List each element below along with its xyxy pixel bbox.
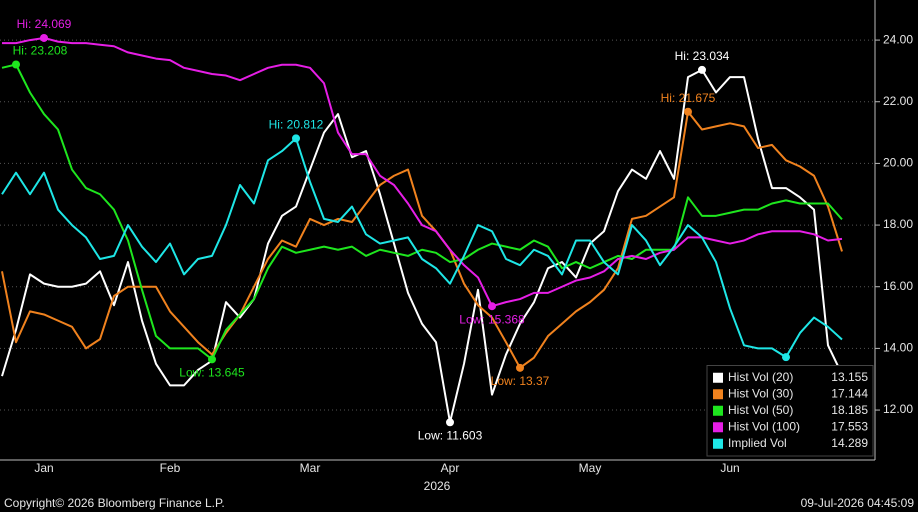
low-label: Low: 11.603 (418, 428, 483, 442)
x-tick-label: May (579, 461, 602, 475)
x-tick-label: Mar (300, 461, 321, 475)
legend-value: 17.144 (831, 386, 868, 400)
legend-swatch (713, 389, 723, 400)
high-label: Hi: 20.812 (269, 118, 324, 132)
legend-value: 14.289 (831, 436, 868, 450)
low-marker (782, 353, 790, 362)
x-tick-label: Jun (720, 461, 739, 475)
legend-label: Hist Vol (100) (728, 419, 800, 433)
low-label: Low: 13.37 (491, 374, 550, 388)
annotations: Jan Feb Mar Apr May Jun Hi: 23.034 Low: 11.603 H… (12, 17, 819, 475)
plot-area (1, 36, 843, 424)
legend-label: Hist Vol (50) (728, 403, 793, 417)
legend-swatch (713, 372, 723, 383)
legend-value: 17.553 (831, 419, 868, 433)
y-tick-label: 14.00 (883, 341, 913, 355)
legend-swatch (713, 422, 723, 433)
legend: Hist Vol (20) 13.155 Hist Vol (30) 17.144 Hi… (706, 365, 874, 457)
low-label: Low: 13.645 (179, 366, 245, 380)
footer-copyright: Copyright© 2026 Bloomberg Finance L.P. (4, 496, 225, 510)
high-label: Hi: 23.208 (13, 44, 68, 58)
low-marker (446, 418, 454, 427)
y-tick-label: 22.00 (883, 94, 913, 108)
legend-swatch (713, 405, 723, 416)
high-marker (12, 60, 20, 69)
low-marker (208, 355, 216, 364)
x-axis-year: 2026 (424, 479, 451, 493)
y-tick-label: 24.00 (883, 32, 913, 46)
legend-label: Hist Vol (20) (728, 370, 793, 384)
high-label: Hi: 21.675 (661, 91, 716, 105)
low-label: Low: 15.368 (459, 312, 525, 326)
series-line (1, 63, 843, 361)
legend-box (706, 365, 874, 457)
y-tick-label: 20.00 (883, 156, 913, 170)
y-tick-label: 12.00 (883, 402, 913, 416)
legend-value: 13.155 (831, 370, 868, 384)
x-tick-label: Jan (34, 461, 53, 475)
x-tick-label: Apr (441, 461, 460, 475)
high-marker (40, 33, 48, 42)
legend-label: Implied Vol (728, 436, 787, 450)
legend-swatch (713, 438, 723, 449)
high-marker (698, 65, 706, 74)
high-label: Hi: 24.069 (17, 17, 72, 31)
legend-label: Hist Vol (30) (728, 386, 793, 400)
series-line (1, 137, 843, 359)
high-label: Hi: 23.034 (675, 49, 730, 63)
low-marker (516, 363, 524, 372)
high-marker (684, 107, 692, 116)
high-marker (292, 134, 300, 143)
y-tick-label: 18.00 (883, 217, 913, 231)
low-marker (488, 302, 496, 311)
y-tick-label: 16.00 (883, 279, 913, 293)
x-tick-label: Feb (160, 461, 181, 475)
footer-timestamp: 09-Jul-2026 04:45:09 (801, 496, 915, 510)
legend-value: 18.185 (831, 403, 868, 417)
grid: 12.00 14.00 16.00 18.00 20.00 22.00 24.00 (0, 32, 913, 416)
